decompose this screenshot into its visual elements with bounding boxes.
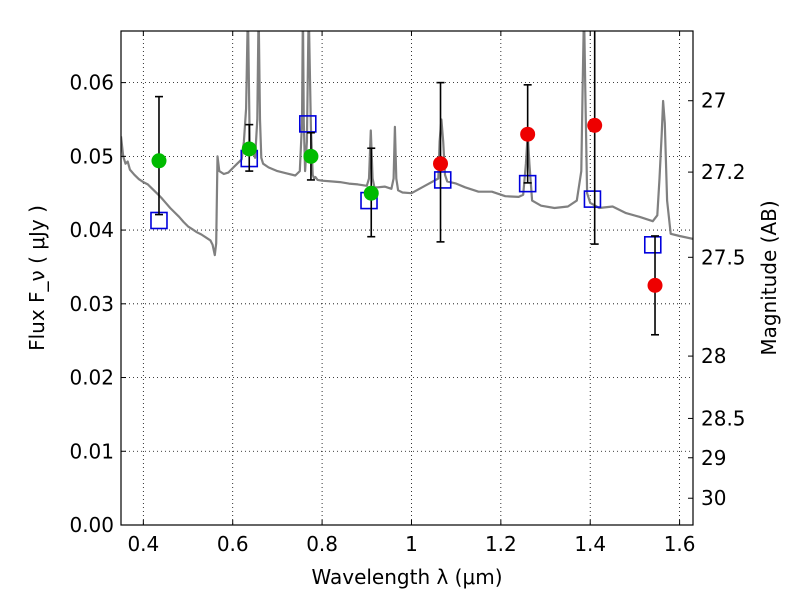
observed-point (241, 141, 257, 157)
right-tick-label: 28.5 (701, 406, 746, 430)
observed-point (303, 148, 319, 164)
right-tick-label: 27 (701, 89, 726, 113)
y-tick-label: 0.06 (69, 71, 114, 95)
y-axis-label: Flux F_ν ( μJy ) (25, 205, 49, 351)
right-tick-label: 27.2 (701, 160, 746, 184)
observed-point (647, 277, 663, 293)
x-tick-label: 0.4 (127, 532, 159, 556)
data-layer (121, 31, 693, 336)
model-square (643, 236, 662, 254)
x-tick-label: 1.6 (664, 532, 696, 556)
ticks: 0.4 0.6 0.8 1 1.2 1.4 1.6 0.00 0.01 0.02 0.03 0.04 0… (69, 31, 746, 556)
x-tick-label: 1.2 (485, 532, 517, 556)
right-tick-label: 28 (701, 344, 726, 368)
y-tick-label: 0.04 (69, 218, 114, 242)
x-tick-label: 0.8 (306, 532, 338, 556)
spectrum-line (121, 31, 693, 257)
y-tick-label: 0.03 (69, 292, 114, 316)
right-tick-label: 30 (701, 486, 726, 510)
observed-point (151, 153, 167, 169)
plot-frame (120, 30, 694, 526)
observed-point (363, 185, 379, 201)
y-tick-label: 0.01 (69, 439, 114, 463)
x-axis-label: Wavelength λ (μm) (311, 565, 502, 589)
model-square (298, 115, 317, 133)
grid-lines (121, 31, 693, 525)
x-tick-label: 1.4 (574, 532, 606, 556)
y-tick-label: 0.02 (69, 366, 114, 390)
x-tick-label: 0.6 (217, 532, 249, 556)
observed-point (587, 117, 603, 133)
right-tick-label: 27.5 (701, 245, 746, 269)
y-tick-label: 0.05 (69, 144, 114, 168)
x-tick-label: 1 (405, 532, 418, 556)
y-tick-label: 0.00 (69, 513, 114, 537)
right-tick-label: 29 (701, 446, 726, 470)
model-square (433, 171, 452, 189)
observed-point (433, 156, 449, 172)
observed-point (520, 126, 536, 142)
y-axis-label-right: Magnitude (AB) (757, 200, 781, 355)
model-square (583, 190, 602, 208)
